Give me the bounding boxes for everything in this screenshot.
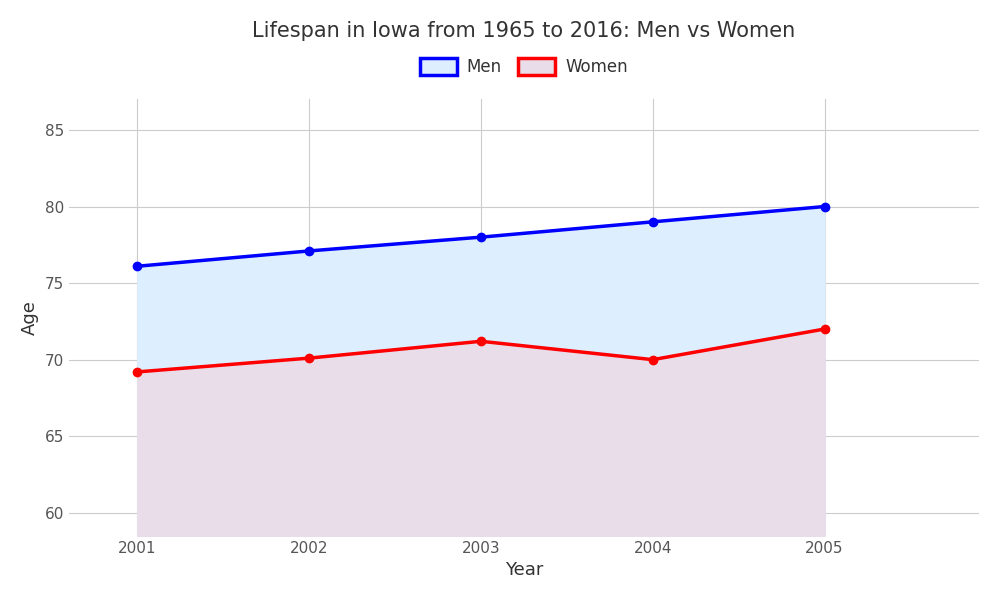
Women [131,368,143,376]
Men [303,247,315,254]
Line: Men: Men [133,202,829,271]
Men [475,233,487,241]
Women [819,325,831,332]
Y-axis label: Age: Age [21,300,39,335]
Women [647,356,659,363]
Line: Women: Women [133,325,829,376]
Women [475,338,487,345]
Title: Lifespan in Iowa from 1965 to 2016: Men vs Women: Lifespan in Iowa from 1965 to 2016: Men … [252,21,796,41]
Men [131,263,143,270]
Men [819,203,831,210]
X-axis label: Year: Year [505,561,543,579]
Men [647,218,659,226]
Women [303,355,315,362]
Legend: Men, Women: Men, Women [413,51,634,82]
